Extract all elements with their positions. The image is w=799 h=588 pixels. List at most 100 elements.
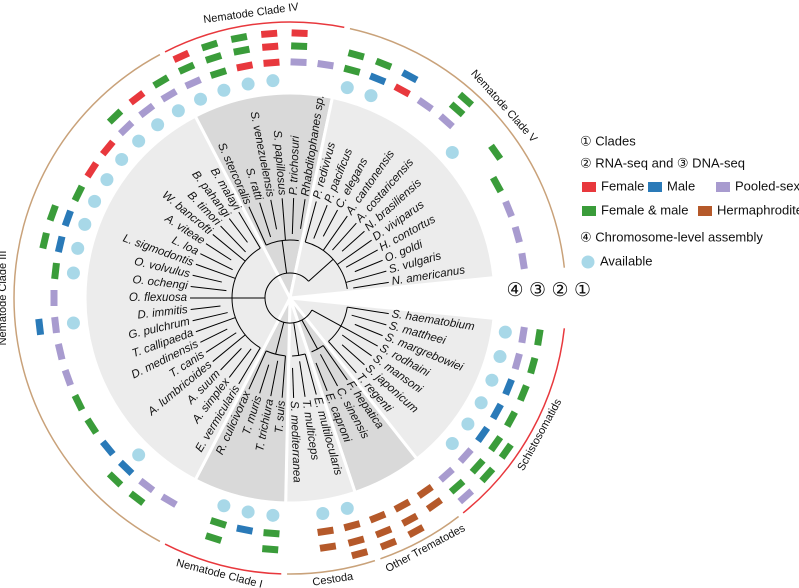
- branch: [340, 325, 378, 347]
- seq-marker: [263, 529, 280, 538]
- clade-label: Cestoda: [312, 571, 355, 588]
- assembly-marker: [100, 173, 114, 187]
- seq-marker: [457, 488, 475, 505]
- seq-marker: [511, 352, 523, 371]
- seq-marker: [138, 102, 156, 119]
- legend-swatch: [582, 182, 596, 192]
- branch: [205, 332, 237, 353]
- assembly-marker: [217, 83, 231, 97]
- seq-marker: [46, 204, 59, 222]
- seq-marker: [527, 357, 539, 375]
- branch: [270, 199, 278, 230]
- seq-marker: [457, 447, 474, 464]
- assembly-marker: [340, 81, 354, 95]
- seq-marker: [343, 520, 361, 532]
- seq-marker: [204, 52, 223, 64]
- assembly-marker: [498, 325, 512, 339]
- seq-marker: [490, 402, 504, 421]
- seq-marker: [100, 139, 116, 157]
- seq-marker: [35, 318, 45, 336]
- seq-marker: [291, 29, 308, 37]
- seq-marker: [54, 343, 66, 361]
- seq-marker: [488, 143, 504, 161]
- seq-marker: [518, 252, 528, 270]
- branch: [195, 317, 236, 333]
- assembly-marker: [194, 92, 208, 106]
- seq-marker: [263, 58, 280, 67]
- seq-marker: [479, 466, 496, 484]
- clade-sector: [288, 95, 496, 300]
- branch: [354, 259, 383, 273]
- assembly-marker: [474, 396, 488, 410]
- branch: [275, 322, 285, 355]
- seq-marker: [39, 232, 50, 250]
- branch: [212, 334, 246, 362]
- species-label: T. suis: [273, 400, 288, 434]
- seq-marker: [160, 88, 178, 103]
- seq-marker: [393, 498, 411, 513]
- branch: [315, 362, 328, 392]
- species-label: S. papillosus: [271, 130, 288, 196]
- seq-marker: [425, 497, 443, 512]
- seq-marker: [54, 235, 66, 253]
- assembly-marker: [115, 152, 129, 166]
- branch: [190, 305, 221, 310]
- seq-marker: [177, 61, 196, 75]
- branch: [347, 306, 389, 315]
- branch: [311, 309, 342, 327]
- seq-marker: [117, 459, 135, 476]
- branch: [192, 274, 222, 283]
- seq-marker: [504, 410, 518, 428]
- seq-marker: [416, 483, 434, 499]
- legend-label: Hermaphrodite: [717, 202, 799, 217]
- seq-marker: [160, 493, 178, 508]
- seq-marker: [502, 378, 515, 396]
- seq-marker: [469, 457, 486, 475]
- seq-marker: [71, 184, 86, 203]
- branch: [200, 253, 233, 271]
- branch: [220, 225, 246, 253]
- branch: [322, 345, 348, 381]
- clade-label: Nematode Clade I: [175, 557, 264, 588]
- seq-marker: [261, 42, 279, 51]
- assembly-marker: [171, 104, 185, 118]
- seq-marker: [347, 535, 365, 547]
- clade-arc: [287, 559, 376, 575]
- assembly-marker: [266, 508, 280, 522]
- branch: [248, 206, 267, 246]
- assembly-marker: [485, 373, 499, 387]
- seq-marker: [368, 72, 387, 86]
- seq-marker: [343, 64, 361, 76]
- seq-marker: [290, 58, 307, 66]
- species-label: S. mediterranea: [288, 401, 303, 483]
- seq-marker: [117, 120, 135, 137]
- seq-marker: [379, 537, 398, 551]
- assembly-marker: [364, 89, 378, 103]
- legend-swatch: [648, 182, 662, 192]
- legend-available: Available: [600, 253, 653, 268]
- clade-label: Other Trematodes: [384, 522, 468, 575]
- seq-marker: [236, 61, 254, 72]
- seq-marker: [152, 74, 170, 89]
- assembly-marker: [66, 266, 80, 280]
- assembly-marker: [266, 74, 280, 88]
- branch: [304, 353, 317, 395]
- clade-arc: [13, 53, 161, 543]
- clade-label: Nematode Clade III: [0, 251, 9, 346]
- branch: [308, 258, 334, 282]
- seq-marker: [291, 42, 308, 50]
- seq-marker: [106, 108, 124, 125]
- branch: [293, 322, 300, 356]
- branch: [354, 323, 383, 337]
- ring-label: ③: [529, 280, 546, 301]
- legend-assembly: ④ Chromosome-level assembly: [580, 229, 763, 244]
- branch: [238, 211, 261, 249]
- branch: [337, 239, 372, 265]
- branch: [259, 202, 272, 238]
- branch: [200, 328, 228, 343]
- branch: [299, 361, 306, 397]
- seq-marker: [393, 83, 411, 98]
- seq-marker: [350, 548, 369, 560]
- clade-arc: [380, 515, 460, 560]
- ring-label: ④: [506, 280, 523, 301]
